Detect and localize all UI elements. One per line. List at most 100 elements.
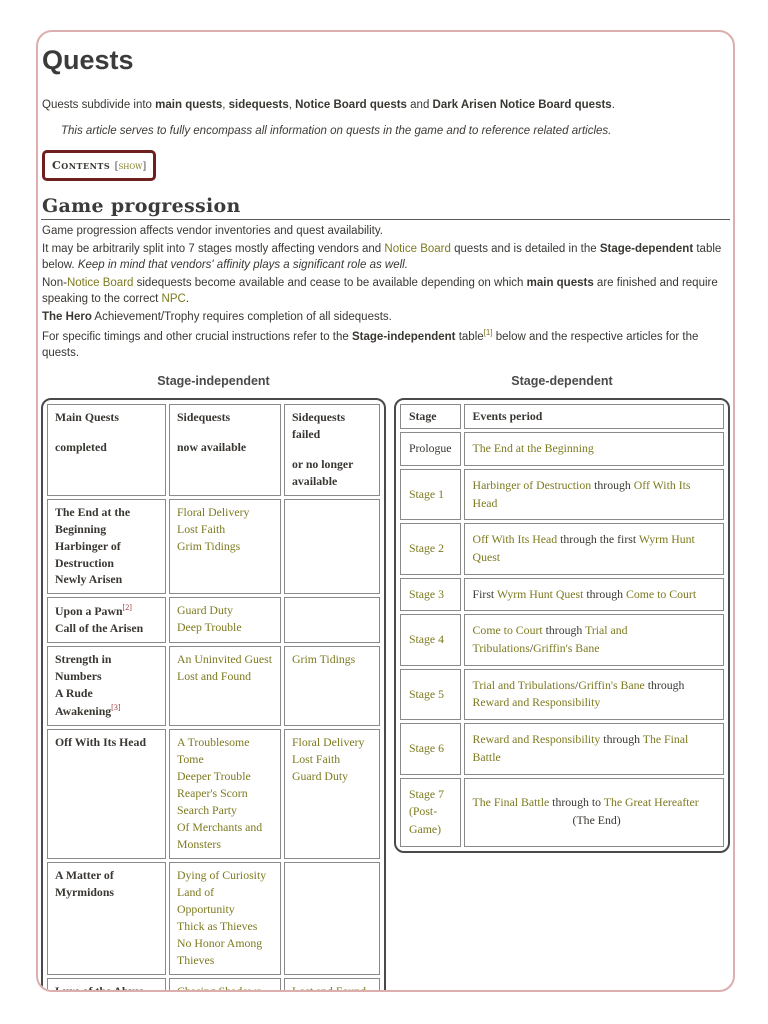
- tables-row: Stage-independent Main Quests completed Si…: [41, 371, 730, 992]
- paragraph: Non-Notice Board sidequests become avail…: [42, 276, 730, 308]
- quest-link[interactable]: main quests: [526, 277, 594, 290]
- text-segment: quests and is detailed in the: [450, 243, 600, 256]
- quest-link[interactable]: Griffin's Bane: [578, 677, 645, 692]
- cell-line: Harbinger of Destruction through Off Wit…: [473, 477, 715, 512]
- quest-link[interactable]: Grim Tidings: [177, 538, 241, 553]
- header-line: Sidequests failed: [292, 409, 346, 441]
- table-row: Stage 7 (Post-Game) The Final Battle thro…: [399, 777, 724, 847]
- cell-line: Of Merchants and Monsters: [177, 819, 273, 853]
- quest-link[interactable]: Of Merchants and Monsters: [177, 820, 263, 852]
- quest-link[interactable]: A Rude Awakening: [55, 686, 112, 719]
- quest-link[interactable]: The Great Hereafter: [603, 795, 699, 810]
- column-header: Sidequests failed or no longer available: [284, 403, 380, 496]
- quest-link[interactable]: Harbinger of Destruction: [55, 538, 121, 570]
- text-segment: through: [583, 586, 626, 601]
- header-line: now available: [177, 439, 247, 454]
- quest-link[interactable]: A Troublesome Tome: [177, 735, 250, 767]
- quest-link[interactable]: Stage 1: [408, 486, 444, 501]
- quest-link[interactable]: Stage 2: [408, 541, 444, 556]
- quest-link[interactable]: Reward and Responsibility: [472, 695, 601, 710]
- text-segment: through: [542, 623, 586, 638]
- quest-link[interactable]: Guard Duty: [292, 769, 349, 784]
- quest-link[interactable]: Guard Duty: [177, 603, 234, 618]
- sidequests-failed-cell: [284, 597, 380, 644]
- quest-link[interactable]: Deep Trouble: [177, 620, 242, 635]
- events-period-cell: Off With Its Head through the first Wyrm…: [463, 523, 724, 575]
- quest-link[interactable]: main quests: [155, 98, 223, 111]
- reference-link[interactable]: [3]: [111, 703, 121, 713]
- sidequests-failed-cell: Floral Delivery Lost Faith Guard Duty: [284, 729, 380, 860]
- cell-line: Reward and Responsibility through The Fi…: [473, 731, 715, 766]
- text-segment: table: [455, 331, 484, 344]
- quest-link[interactable]: Off With Its Head: [472, 532, 558, 547]
- quest-link[interactable]: Dark Arisen Notice Board quests: [432, 98, 612, 111]
- table-row: Lure of the Abyss Chasing ShadowsEscort D…: [47, 978, 380, 992]
- quest-link[interactable]: NPC: [161, 292, 186, 305]
- quest-link[interactable]: Wyrm Hunt Quest: [496, 586, 584, 601]
- quest-link[interactable]: Deeper Trouble: [177, 769, 251, 784]
- text-segment: below and the respective articles for th…: [42, 331, 699, 359]
- quest-link[interactable]: Reaper's Scorn: [177, 786, 248, 801]
- reference-link[interactable]: [2]: [122, 603, 132, 613]
- quest-link[interactable]: Trial and Tribulations: [472, 623, 628, 656]
- cell-line: Floral Delivery: [177, 504, 273, 521]
- quest-link[interactable]: The Final Battle: [472, 795, 550, 810]
- quest-link[interactable]: Off With Its Head: [55, 735, 146, 750]
- quest-link[interactable]: The Final Battle: [472, 732, 689, 764]
- quest-link[interactable]: Notice Board: [384, 243, 451, 256]
- main-quests-cell: The End at the Beginning Harbinger of Des…: [47, 498, 166, 595]
- quest-link[interactable]: An Uninvited Guest: [177, 652, 273, 667]
- quest-link[interactable]: Lost Faith: [177, 521, 226, 536]
- quest-link[interactable]: Lost and Found: [177, 669, 252, 684]
- quest-link[interactable]: sidequests: [228, 98, 289, 111]
- text-segment: through the first: [557, 532, 639, 547]
- stage-cell: Stage 4: [399, 614, 461, 666]
- quest-link[interactable]: Dying of Curiosity: [177, 868, 267, 883]
- quest-link[interactable]: Off With Its Head: [472, 477, 691, 510]
- quest-link[interactable]: Floral Delivery: [292, 735, 365, 750]
- header-line: or no longer available: [292, 456, 354, 488]
- cell-line: Trial and Tribulations/Griffin's Bane th…: [473, 677, 715, 712]
- quest-link[interactable]: The End at the Beginning: [472, 441, 594, 456]
- quest-link[interactable]: Call of the Arisen: [55, 621, 144, 636]
- quest-link[interactable]: Stage 3: [408, 586, 444, 601]
- sidequests-failed-cell: Grim Tidings: [284, 646, 380, 727]
- quest-link[interactable]: Stage 4: [408, 632, 444, 647]
- quest-link[interactable]: Search Party: [177, 803, 237, 818]
- quest-link[interactable]: Stage 5: [408, 686, 444, 701]
- cell-line: Deeper Trouble: [177, 768, 273, 785]
- quest-link[interactable]: Notice Board quests: [295, 98, 407, 111]
- quest-link[interactable]: Come to Court: [472, 623, 543, 638]
- events-period-cell: Reward and Responsibility through The Fi…: [463, 723, 724, 775]
- quest-link[interactable]: Harbinger of Destruction: [472, 477, 592, 492]
- quest-link[interactable]: Lost and Found: [292, 984, 367, 992]
- quest-link[interactable]: Trial and Tribulations: [472, 677, 576, 692]
- quest-link[interactable]: Stage 6: [408, 741, 444, 756]
- paragraph: Game progression affects vendor inventor…: [42, 224, 730, 240]
- quest-link[interactable]: Wyrm Hunt Quest: [472, 532, 695, 565]
- reference-link[interactable]: [1]: [483, 328, 493, 338]
- quest-link[interactable]: Griffin's Bane: [533, 641, 600, 656]
- quest-link[interactable]: Floral Delivery: [177, 504, 250, 519]
- contents-show-toggle[interactable]: [show]: [115, 161, 147, 172]
- show-link[interactable]: show: [118, 160, 143, 172]
- quest-link[interactable]: Come to Court: [625, 586, 697, 601]
- quest-link[interactable]: A Matter of Myrmidons: [55, 868, 114, 900]
- quest-link[interactable]: Lure of the Abyss: [55, 984, 144, 992]
- quest-link[interactable]: Upon a Pawn: [55, 604, 123, 619]
- quest-link[interactable]: The End at the Beginning: [55, 504, 131, 536]
- quest-link[interactable]: Grim Tidings: [292, 652, 356, 667]
- quest-link[interactable]: Stage 7 (Post-Game): [408, 786, 444, 836]
- quest-link[interactable]: Thick as Thieves: [177, 919, 258, 934]
- main-quests-cell: Strength in Numbers A Rude Awakening[3]: [47, 646, 166, 727]
- quest-link[interactable]: Chasing Shadows: [177, 984, 262, 992]
- quest-link[interactable]: The Hero: [42, 311, 92, 324]
- quest-link[interactable]: No Honor Among Thieves: [177, 936, 263, 968]
- quest-link[interactable]: Notice Board: [66, 277, 134, 290]
- quest-link[interactable]: Strength in Numbers: [55, 652, 112, 684]
- quest-link[interactable]: Land of Opportunity: [177, 885, 235, 917]
- header-line: Sidequests: [177, 409, 231, 424]
- quest-link[interactable]: Newly Arisen: [55, 572, 123, 587]
- quest-link[interactable]: Lost Faith: [292, 752, 341, 767]
- quest-link[interactable]: Reward and Responsibility: [472, 732, 601, 747]
